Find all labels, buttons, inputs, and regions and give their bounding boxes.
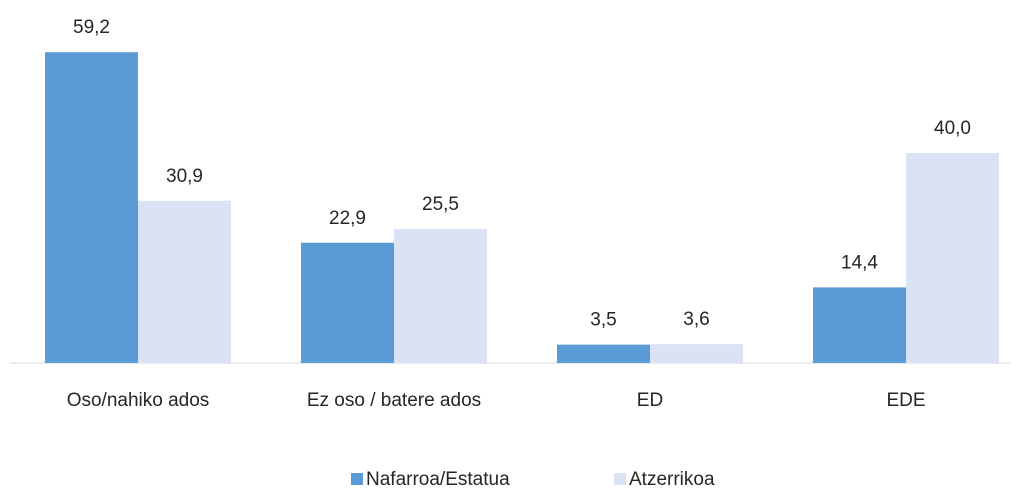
x-tick-label: Oso/nahiko ados bbox=[67, 390, 210, 411]
x-tick-label: Ez oso / batere ados bbox=[307, 390, 481, 411]
legend-label: Atzerrikoa bbox=[629, 469, 715, 490]
bar bbox=[394, 229, 487, 363]
bar bbox=[138, 200, 231, 363]
x-tick-label: ED bbox=[637, 390, 663, 411]
value-label: 25,5 bbox=[422, 194, 459, 215]
value-label: 3,6 bbox=[683, 309, 709, 330]
value-label: 3,5 bbox=[590, 310, 616, 331]
legend-label: Nafarroa/Estatua bbox=[366, 469, 510, 490]
bar bbox=[45, 52, 138, 363]
bar bbox=[906, 153, 999, 363]
value-label: 40,0 bbox=[934, 118, 971, 139]
value-label: 22,9 bbox=[329, 208, 366, 229]
bar bbox=[301, 242, 394, 363]
legend-swatch bbox=[614, 473, 626, 485]
value-label: 14,4 bbox=[841, 252, 878, 273]
value-label: 59,2 bbox=[73, 17, 110, 38]
legend-swatch bbox=[351, 473, 363, 485]
bar bbox=[813, 287, 906, 363]
value-label: 30,9 bbox=[166, 166, 203, 187]
x-tick-label: EDE bbox=[886, 390, 925, 411]
bar bbox=[557, 344, 650, 363]
bar bbox=[650, 344, 743, 363]
